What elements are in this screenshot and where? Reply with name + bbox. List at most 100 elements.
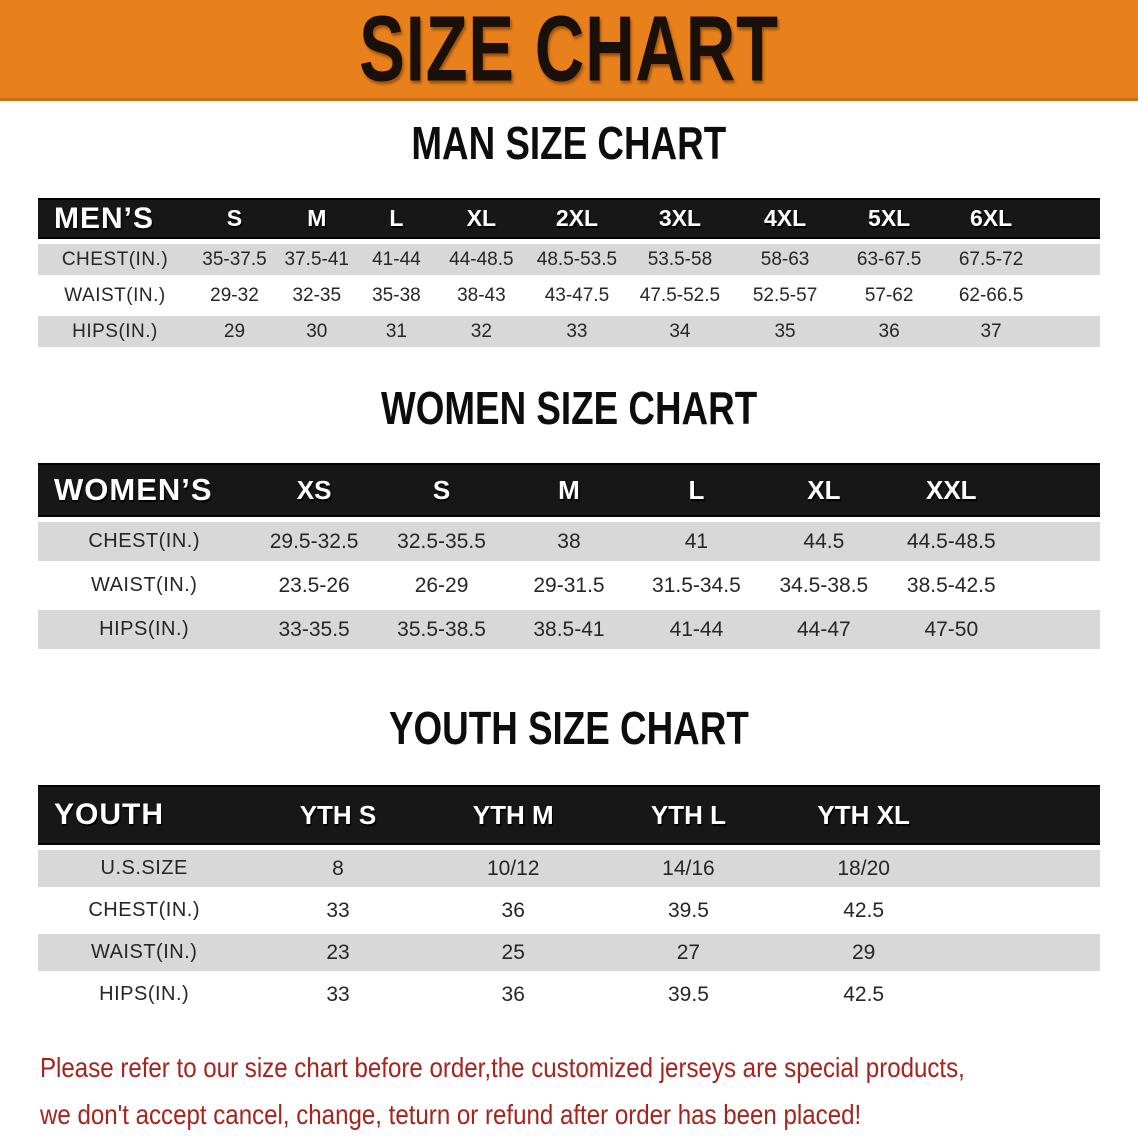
size-cell: 48.5-53.5 xyxy=(526,244,628,275)
size-cell: 39.5 xyxy=(600,892,777,929)
header-spacer-cell xyxy=(1041,198,1100,239)
men-column-header: 4XL xyxy=(732,198,838,239)
women-column-header: M xyxy=(505,463,633,517)
size-cell: 37 xyxy=(940,316,1042,347)
size-cell: 25 xyxy=(425,934,601,971)
size-cell: 34 xyxy=(627,316,733,347)
women-column-header: L xyxy=(632,463,761,517)
size-cell: 8 xyxy=(250,850,426,887)
size-cell: 35.5-38.5 xyxy=(377,610,506,649)
youth-column-header: YTH XL xyxy=(776,785,952,845)
size-cell: 43-47.5 xyxy=(526,280,628,311)
row-label: U.S.SIZE xyxy=(38,850,251,887)
size-cell: 32.5-35.5 xyxy=(377,522,506,561)
size-cell: 41 xyxy=(632,522,761,561)
row-label: HIPS(IN.) xyxy=(38,316,192,347)
youth-chest-row: CHEST(IN.) 33 36 39.5 42.5 xyxy=(38,892,1100,929)
size-cell: 35-37.5 xyxy=(192,244,277,275)
men-column-header: S xyxy=(192,198,277,239)
row-spacer-cell xyxy=(1015,610,1100,649)
youth-ussize-row: U.S.SIZE 8 10/12 14/16 18/20 xyxy=(38,850,1100,887)
row-label: CHEST(IN.) xyxy=(38,244,192,275)
size-cell: 32 xyxy=(436,316,527,347)
men-column-header: 2XL xyxy=(526,198,628,239)
size-cell: 41-44 xyxy=(356,244,437,275)
youth-section-title: YOUTH SIZE CHART xyxy=(0,654,1138,763)
row-spacer-cell xyxy=(951,892,1100,929)
disclaimer-line-1: Please refer to our size chart before or… xyxy=(40,1052,965,1083)
row-spacer-cell xyxy=(1041,280,1100,311)
men-waist-row: WAIST(IN.) 29-32 32-35 35-38 38-43 43-47… xyxy=(38,280,1100,311)
size-cell: 44.5-48.5 xyxy=(887,522,1016,561)
row-label: WAIST(IN.) xyxy=(38,280,192,311)
size-cell: 39.5 xyxy=(600,976,777,1013)
size-cell: 41-44 xyxy=(632,610,761,649)
women-group-label: WOMEN’S xyxy=(38,463,251,517)
size-cell: 29 xyxy=(776,934,952,971)
size-cell: 32-35 xyxy=(276,280,357,311)
size-cell: 30 xyxy=(276,316,357,347)
size-cell: 18/20 xyxy=(776,850,952,887)
size-chart-banner: SIZE CHART xyxy=(0,0,1138,101)
row-spacer-cell xyxy=(1015,522,1100,561)
women-column-header: XS xyxy=(250,463,378,517)
size-cell: 23.5-26 xyxy=(250,566,378,605)
size-cell: 42.5 xyxy=(776,976,952,1013)
disclaimer-line-2: we don't accept cancel, change, teturn o… xyxy=(40,1099,862,1130)
women-waist-row: WAIST(IN.) 23.5-26 26-29 29-31.5 31.5-34… xyxy=(38,566,1100,605)
size-cell: 14/16 xyxy=(600,850,777,887)
youth-size-table: YOUTH YTH S YTH M YTH L YTH XL U.S.SIZE … xyxy=(38,780,1100,1018)
row-label: CHEST(IN.) xyxy=(38,522,251,561)
youth-group-label: YOUTH xyxy=(38,785,251,845)
youth-header-row: YOUTH YTH S YTH M YTH L YTH XL xyxy=(38,785,1100,845)
size-cell: 47-50 xyxy=(887,610,1016,649)
men-chest-row: CHEST(IN.) 35-37.5 37.5-41 41-44 44-48.5… xyxy=(38,244,1100,275)
disclaimer-note: Please refer to our size chart before or… xyxy=(40,1044,984,1138)
size-cell: 58-63 xyxy=(732,244,838,275)
size-cell: 67.5-72 xyxy=(940,244,1042,275)
size-cell: 29.5-32.5 xyxy=(250,522,378,561)
size-cell: 29-32 xyxy=(192,280,277,311)
youth-column-header: YTH L xyxy=(600,785,777,845)
size-cell: 44.5 xyxy=(760,522,888,561)
man-section-title: MAN SIZE CHART xyxy=(0,101,1138,178)
youth-section-title-text: YOUTH SIZE CHART xyxy=(389,702,749,754)
men-column-header: L xyxy=(356,198,437,239)
size-cell: 31.5-34.5 xyxy=(632,566,761,605)
size-cell: 42.5 xyxy=(776,892,952,929)
size-cell: 34.5-38.5 xyxy=(760,566,888,605)
size-cell: 33 xyxy=(250,892,426,929)
row-spacer-cell xyxy=(951,850,1100,887)
men-column-header: 3XL xyxy=(627,198,733,239)
row-label: WAIST(IN.) xyxy=(38,934,251,971)
men-size-table: MEN’S S M L XL 2XL 3XL 4XL 5XL 6XL CHEST… xyxy=(38,193,1100,352)
header-spacer-cell xyxy=(951,785,1100,845)
men-hips-row: HIPS(IN.) 29 30 31 32 33 34 35 36 37 xyxy=(38,316,1100,347)
row-label: WAIST(IN.) xyxy=(38,566,251,605)
women-column-header: XL xyxy=(760,463,888,517)
size-cell: 37.5-41 xyxy=(276,244,357,275)
youth-column-header: YTH S xyxy=(250,785,426,845)
size-cell: 23 xyxy=(250,934,426,971)
size-cell: 47.5-52.5 xyxy=(627,280,733,311)
size-cell: 44-48.5 xyxy=(436,244,527,275)
row-label: HIPS(IN.) xyxy=(38,610,251,649)
size-cell: 38.5-41 xyxy=(505,610,633,649)
men-group-label: MEN’S xyxy=(38,198,192,239)
row-spacer-cell xyxy=(951,934,1100,971)
men-column-header: M xyxy=(276,198,357,239)
size-cell: 36 xyxy=(425,892,601,929)
size-cell: 35 xyxy=(732,316,838,347)
women-column-header: XXL xyxy=(887,463,1016,517)
women-section-title-text: WOMEN SIZE CHART xyxy=(380,382,758,434)
row-label: HIPS(IN.) xyxy=(38,976,251,1013)
size-cell: 53.5-58 xyxy=(627,244,733,275)
man-section-title-text: MAN SIZE CHART xyxy=(411,117,727,169)
men-header-row: MEN’S S M L XL 2XL 3XL 4XL 5XL 6XL xyxy=(38,198,1100,239)
size-cell: 27 xyxy=(600,934,777,971)
size-cell: 44-47 xyxy=(760,610,888,649)
row-spacer-cell xyxy=(1041,316,1100,347)
women-chest-row: CHEST(IN.) 29.5-32.5 32.5-35.5 38 41 44.… xyxy=(38,522,1100,561)
size-cell: 62-66.5 xyxy=(940,280,1042,311)
size-cell: 38.5-42.5 xyxy=(887,566,1016,605)
